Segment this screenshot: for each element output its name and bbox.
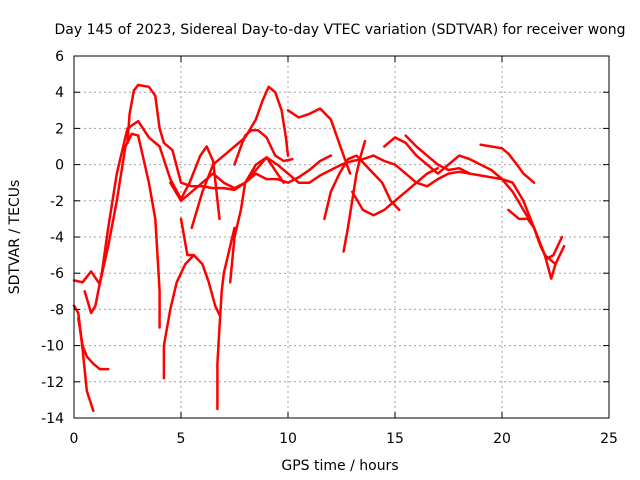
x-tick-label: 25 [600,431,618,447]
y-axis-label: SDTVAR / TECUs [7,180,23,295]
series-sat-s [479,143,536,184]
y-tick-label: -6 [50,266,64,282]
series-sat-t [507,208,564,260]
grid-lines [74,56,609,418]
series-sat-i [162,253,196,380]
series-sat-d [83,119,221,315]
y-tick-label: -12 [41,375,64,391]
series-sat-p [350,166,440,217]
x-tick-label: 20 [493,431,511,447]
x-tick-label: 10 [279,431,297,447]
series-sat-b [72,304,95,413]
series-sat-m [286,107,352,175]
series-sat-k [190,85,290,230]
chart-title: Day 145 of 2023, Sidereal Day-to-day VTE… [55,22,626,38]
series-sat-l [233,128,294,166]
series-sat-g [228,156,285,284]
series-sat-q [383,136,557,280]
x-tick-label: 0 [70,431,79,447]
y-tick-label: 4 [55,85,64,101]
axis-ticks: 0 5 10 15 20 25 -14 -12 -10 -8 -6 -4 -2 0 2 4 6 [41,49,618,447]
y-tick-label: 0 [55,158,64,174]
x-tick-label: 15 [386,431,404,447]
y-tick-label: -4 [50,230,64,246]
series-sat-r [404,134,472,175]
y-tick-label: 2 [55,121,64,137]
series-sat-c [77,317,110,371]
y-tick-label: -8 [50,302,64,318]
data-series [72,83,566,413]
series-sat-e [126,83,566,266]
x-tick-label: 5 [177,431,186,447]
y-tick-label: -10 [41,339,64,355]
series-sat-j [216,226,236,411]
y-tick-label: -2 [50,194,64,210]
x-axis-label: GPS time / hours [281,458,398,474]
y-tick-label: -14 [41,411,64,427]
series-sat-o [342,139,367,253]
series-sat-f [169,154,333,203]
y-tick-label: 6 [55,49,64,65]
series-sat-h [179,217,221,317]
